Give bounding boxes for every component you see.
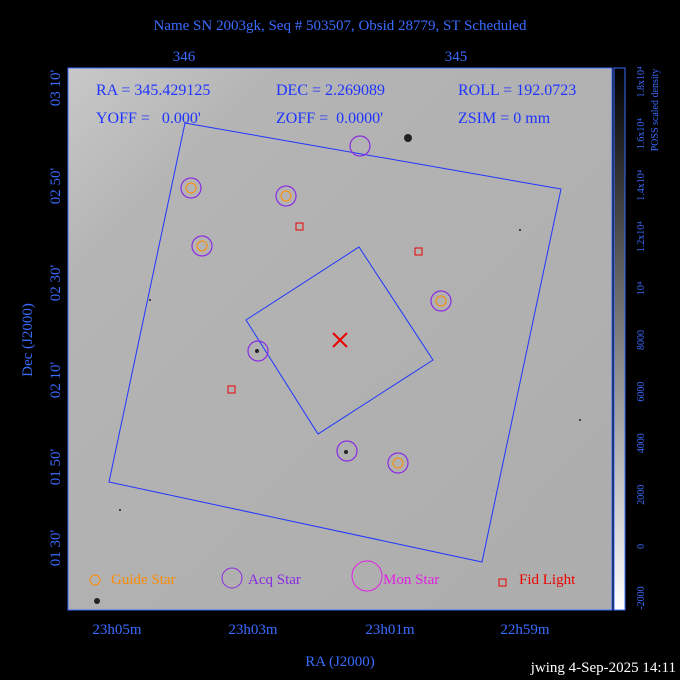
left-tick-label: 01 30' xyxy=(48,529,64,566)
info-yoff: YOFF = 0.000' xyxy=(96,110,201,127)
colorbar-tick-label: 8000 xyxy=(636,330,647,350)
colorbar-tick-label: 2000 xyxy=(636,485,647,505)
title: Name SN 2003gk, Seq # 503507, Obsid 2877… xyxy=(153,18,527,34)
info-roll: ROLL = 192.0723 xyxy=(458,82,576,99)
legend-guide-icon xyxy=(89,574,101,586)
target xyxy=(332,332,348,348)
ccd-inner xyxy=(245,246,434,435)
stars-field xyxy=(94,134,581,604)
top-tick-label: 345 xyxy=(445,49,468,65)
colorbar-tick-label: 1.6x10⁴ xyxy=(636,118,647,150)
left-tick-label: 02 50' xyxy=(48,167,64,204)
left-tick-label: 02 10' xyxy=(48,361,64,398)
info-zoff: ZOFF = 0.0000' xyxy=(276,110,383,127)
colorbar-tick-label: 6000 xyxy=(636,382,647,402)
bottom-tick-label: 23h05m xyxy=(92,622,142,638)
bottom-tick-label: 23h01m xyxy=(365,622,415,638)
x-axis-label: RA (J2000) xyxy=(305,654,375,670)
bottom-tick-label: 22h59m xyxy=(500,622,550,638)
legend-fid-icon xyxy=(498,578,507,587)
top-tick-label: 346 xyxy=(173,49,196,65)
colorbar-tick-label: 4000 xyxy=(636,433,647,453)
bottom-tick-label: 23h03m xyxy=(228,622,278,638)
info-dec: DEC = 2.269089 xyxy=(276,82,385,99)
fid-lights xyxy=(227,222,423,394)
left-tick-label: 02 30' xyxy=(48,264,64,301)
legend-mon: Mon Star xyxy=(383,572,439,588)
colorbar-tick-label: 0 xyxy=(636,544,647,549)
left-tick-label: 03 10' xyxy=(48,69,64,106)
colorbar-tick-label: -2000 xyxy=(636,586,647,609)
y-axis-label: Dec (J2000) xyxy=(20,303,36,377)
acq-stars xyxy=(180,135,452,474)
colorbar-tick-label: 1.2x10⁴ xyxy=(636,221,647,253)
info-zsim: ZSIM = 0 mm xyxy=(458,110,551,127)
guide-stars xyxy=(185,182,447,469)
colorbar-tick-label: 1.8x10⁴ xyxy=(636,66,647,98)
legend-acq: Acq Star xyxy=(248,572,301,588)
colorbar-tick-label: 1.4x10⁴ xyxy=(636,169,647,201)
legend-mon-icon xyxy=(351,560,383,592)
colorbar-tick-label: 10⁴ xyxy=(636,281,647,295)
left-tick-label: 01 50' xyxy=(48,448,64,485)
info-ra: RA = 345.429125 xyxy=(96,82,210,99)
colorbar-title: POSS scaled density xyxy=(650,69,661,152)
legend-fid: Fid Light xyxy=(519,572,576,588)
legend-acq-icon xyxy=(221,567,243,589)
footer: jwing 4-Sep-2025 14:11 xyxy=(530,660,676,676)
ccd-outer xyxy=(108,122,562,563)
colorbar xyxy=(613,67,626,611)
legend-guide: Guide Star xyxy=(111,572,176,588)
